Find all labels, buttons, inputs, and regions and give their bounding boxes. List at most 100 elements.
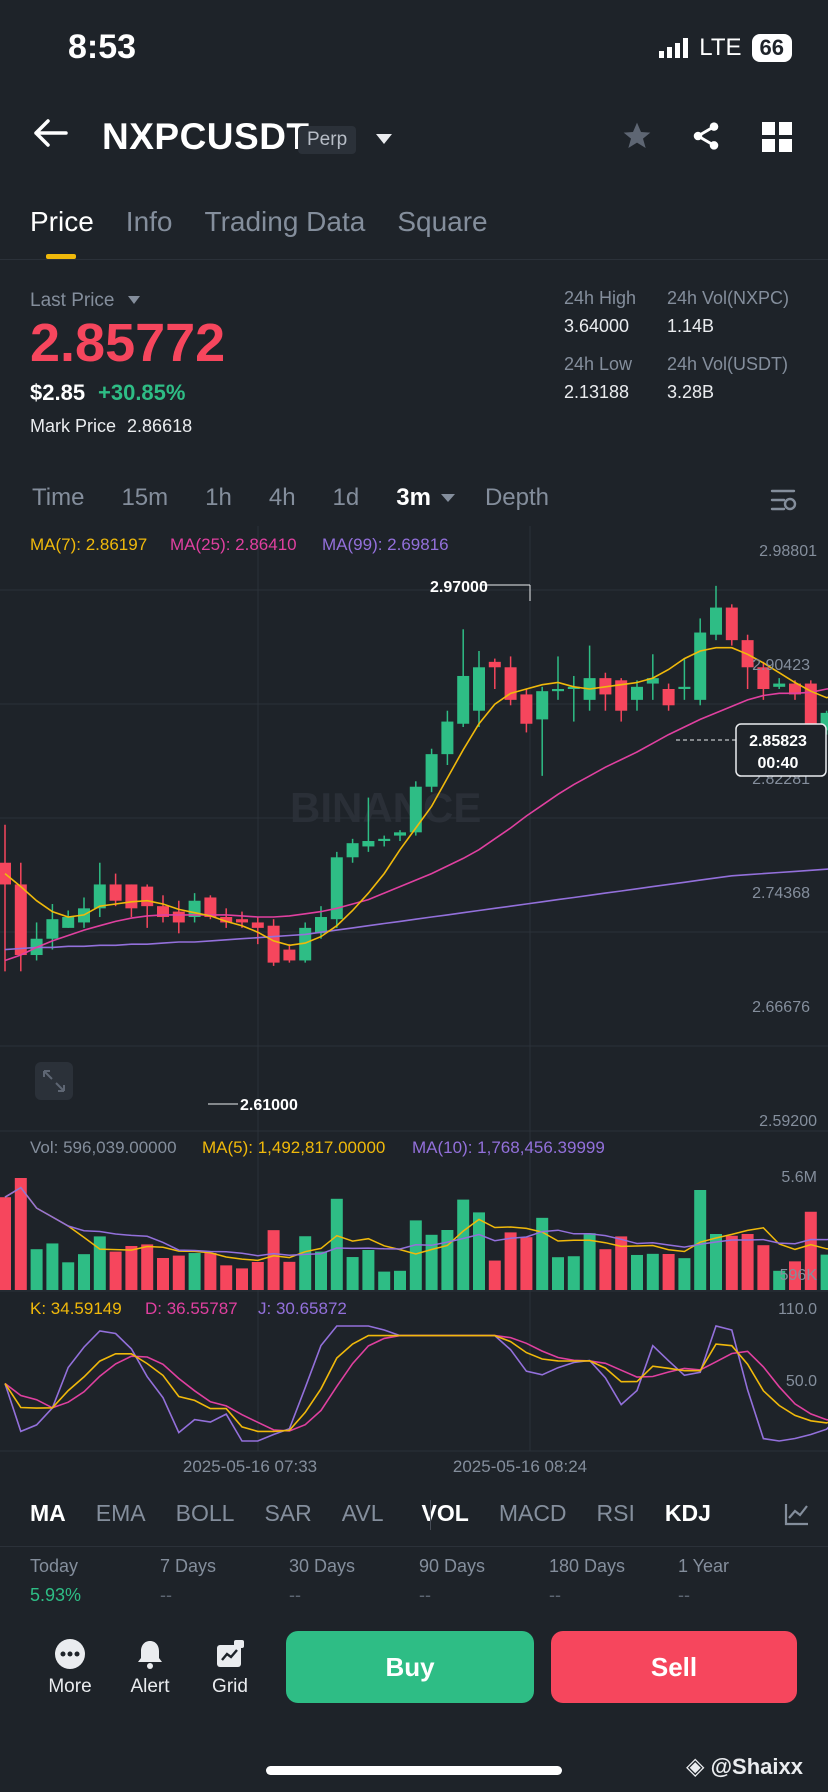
candle-body [236, 919, 248, 923]
volume-bar [567, 1256, 580, 1290]
expand-chart-icon[interactable] [35, 1062, 73, 1100]
ind-sar[interactable]: SAR [264, 1500, 312, 1526]
ind-ma[interactable]: MA [30, 1500, 66, 1526]
candle-body [267, 925, 280, 963]
volume-bar [741, 1234, 754, 1290]
candle-body [220, 917, 233, 923]
sell-button[interactable]: Sell [551, 1631, 797, 1703]
candle-body [141, 886, 154, 907]
volume-bar [93, 1236, 106, 1290]
more-label: More [48, 1676, 92, 1697]
main-tabs: Price Info Trading Data Square [30, 206, 488, 259]
price-chart[interactable]: BINANCE MA(7): 2.86197 MA(25): 2.86410 M… [0, 526, 828, 1480]
candle-body [204, 897, 217, 918]
status-indicators: LTE 66 [659, 34, 792, 62]
low-value: 2.13188 [564, 382, 630, 402]
candle-body [172, 911, 185, 923]
tf-depth[interactable]: Depth [484, 484, 549, 511]
tf-1h[interactable]: 1h [205, 484, 232, 511]
volume-bar [425, 1234, 438, 1290]
candle-body [694, 632, 707, 700]
volume-bar [457, 1199, 470, 1290]
indicator-settings-icon[interactable] [784, 1502, 810, 1526]
volume-bar [378, 1271, 391, 1290]
timeframe-bar: Time 15m 1h 4h 1d 3m Depth [32, 484, 586, 512]
alert-button[interactable]: Alert [124, 1638, 176, 1698]
tab-trading-data[interactable]: Trading Data [204, 206, 366, 237]
symbol-title[interactable]: NXPCUSDT [102, 116, 310, 157]
volume-bar [14, 1178, 27, 1290]
price-tick: 2.98801 [759, 543, 817, 560]
chart-settings-icon[interactable] [770, 488, 798, 512]
tf-caret-icon[interactable] [440, 494, 455, 502]
time-tick: 2025-05-16 08:24 [453, 1457, 587, 1476]
kdj-k-legend: K: 34.59149 [30, 1299, 122, 1318]
ma7-line [4, 646, 828, 947]
volume-bar [283, 1261, 296, 1290]
last-price-caret-icon[interactable] [128, 296, 140, 304]
volume-bar [251, 1262, 264, 1290]
tf-4h[interactable]: 4h [268, 484, 296, 511]
candle-body [283, 949, 296, 961]
current-price-label: 2.85823 [749, 733, 807, 750]
share-icon[interactable] [690, 120, 722, 152]
binance-logo-icon: ◈ [686, 1753, 705, 1780]
tf-1d[interactable]: 1d [332, 484, 360, 511]
kdj-k-line [4, 1334, 828, 1433]
vol-tick: 5.6M [781, 1169, 817, 1186]
low-label: 24h Low [564, 354, 633, 374]
grid-icon[interactable] [762, 122, 792, 152]
volume-bars [0, 1178, 828, 1290]
tab-price[interactable]: Price [30, 206, 94, 259]
tf-selected[interactable]: 3m [396, 484, 431, 511]
candle-body [646, 678, 659, 684]
usd-value: $2.85 [30, 380, 86, 405]
kdj-lines [4, 1325, 828, 1442]
more-icon [55, 1639, 85, 1669]
candle-body [631, 686, 643, 700]
tab-square[interactable]: Square [397, 206, 488, 237]
volume-bar [394, 1270, 406, 1290]
countdown-label: 00:40 [758, 755, 799, 772]
vol-base-value: 1.14B [667, 316, 715, 336]
ind-kdj[interactable]: KDJ [664, 1500, 711, 1526]
kdj-d-line [4, 1334, 828, 1432]
ind-rsi[interactable]: RSI [596, 1500, 635, 1526]
volume-bar [504, 1232, 517, 1290]
vol-ma5-legend: MA(5): 1,492,817.00000 [202, 1138, 385, 1157]
ind-macd[interactable]: MACD [498, 1500, 567, 1526]
grid-button[interactable]: Grid [204, 1638, 256, 1698]
ind-avl[interactable]: AVL [341, 1500, 384, 1526]
last-price-value: 2.85772 [30, 313, 226, 373]
buy-button[interactable]: Buy [286, 1631, 534, 1703]
ind-ema[interactable]: EMA [95, 1500, 146, 1526]
candle-body [315, 917, 327, 934]
last-price-label[interactable]: Last Price [30, 290, 115, 311]
tf-time[interactable]: Time [32, 484, 85, 511]
tab-info[interactable]: Info [125, 206, 173, 237]
ind-boll[interactable]: BOLL [175, 1500, 235, 1526]
ma7-legend: MA(7): 2.86197 [30, 535, 147, 554]
perf-today: Today 5.93% [30, 1556, 82, 1605]
volume-bar [330, 1198, 343, 1290]
tf-15m[interactable]: 15m [121, 484, 169, 511]
star-icon[interactable] [620, 120, 654, 152]
mark-price-value: 2.86618 [127, 416, 193, 436]
candle-body [473, 667, 485, 711]
kdj-d-legend: D: 36.55787 [145, 1299, 238, 1318]
ind-vol[interactable]: VOL [421, 1500, 469, 1526]
network-type: LTE [699, 34, 742, 61]
back-arrow-icon[interactable] [32, 118, 68, 148]
candle-body [710, 607, 722, 635]
vol-ma10-legend: MA(10): 1,768,456.39999 [412, 1138, 605, 1157]
volume-bar [536, 1217, 549, 1290]
home-indicator[interactable] [266, 1766, 562, 1775]
caret-down-icon[interactable] [376, 134, 392, 144]
candle-body [14, 884, 27, 956]
volume-bar [346, 1257, 359, 1290]
chart-grid [0, 526, 828, 1451]
vol-tick: 596K [780, 1267, 818, 1284]
more-button[interactable]: More [44, 1638, 96, 1698]
ma99-line [4, 868, 828, 951]
ma-lines [4, 646, 828, 962]
